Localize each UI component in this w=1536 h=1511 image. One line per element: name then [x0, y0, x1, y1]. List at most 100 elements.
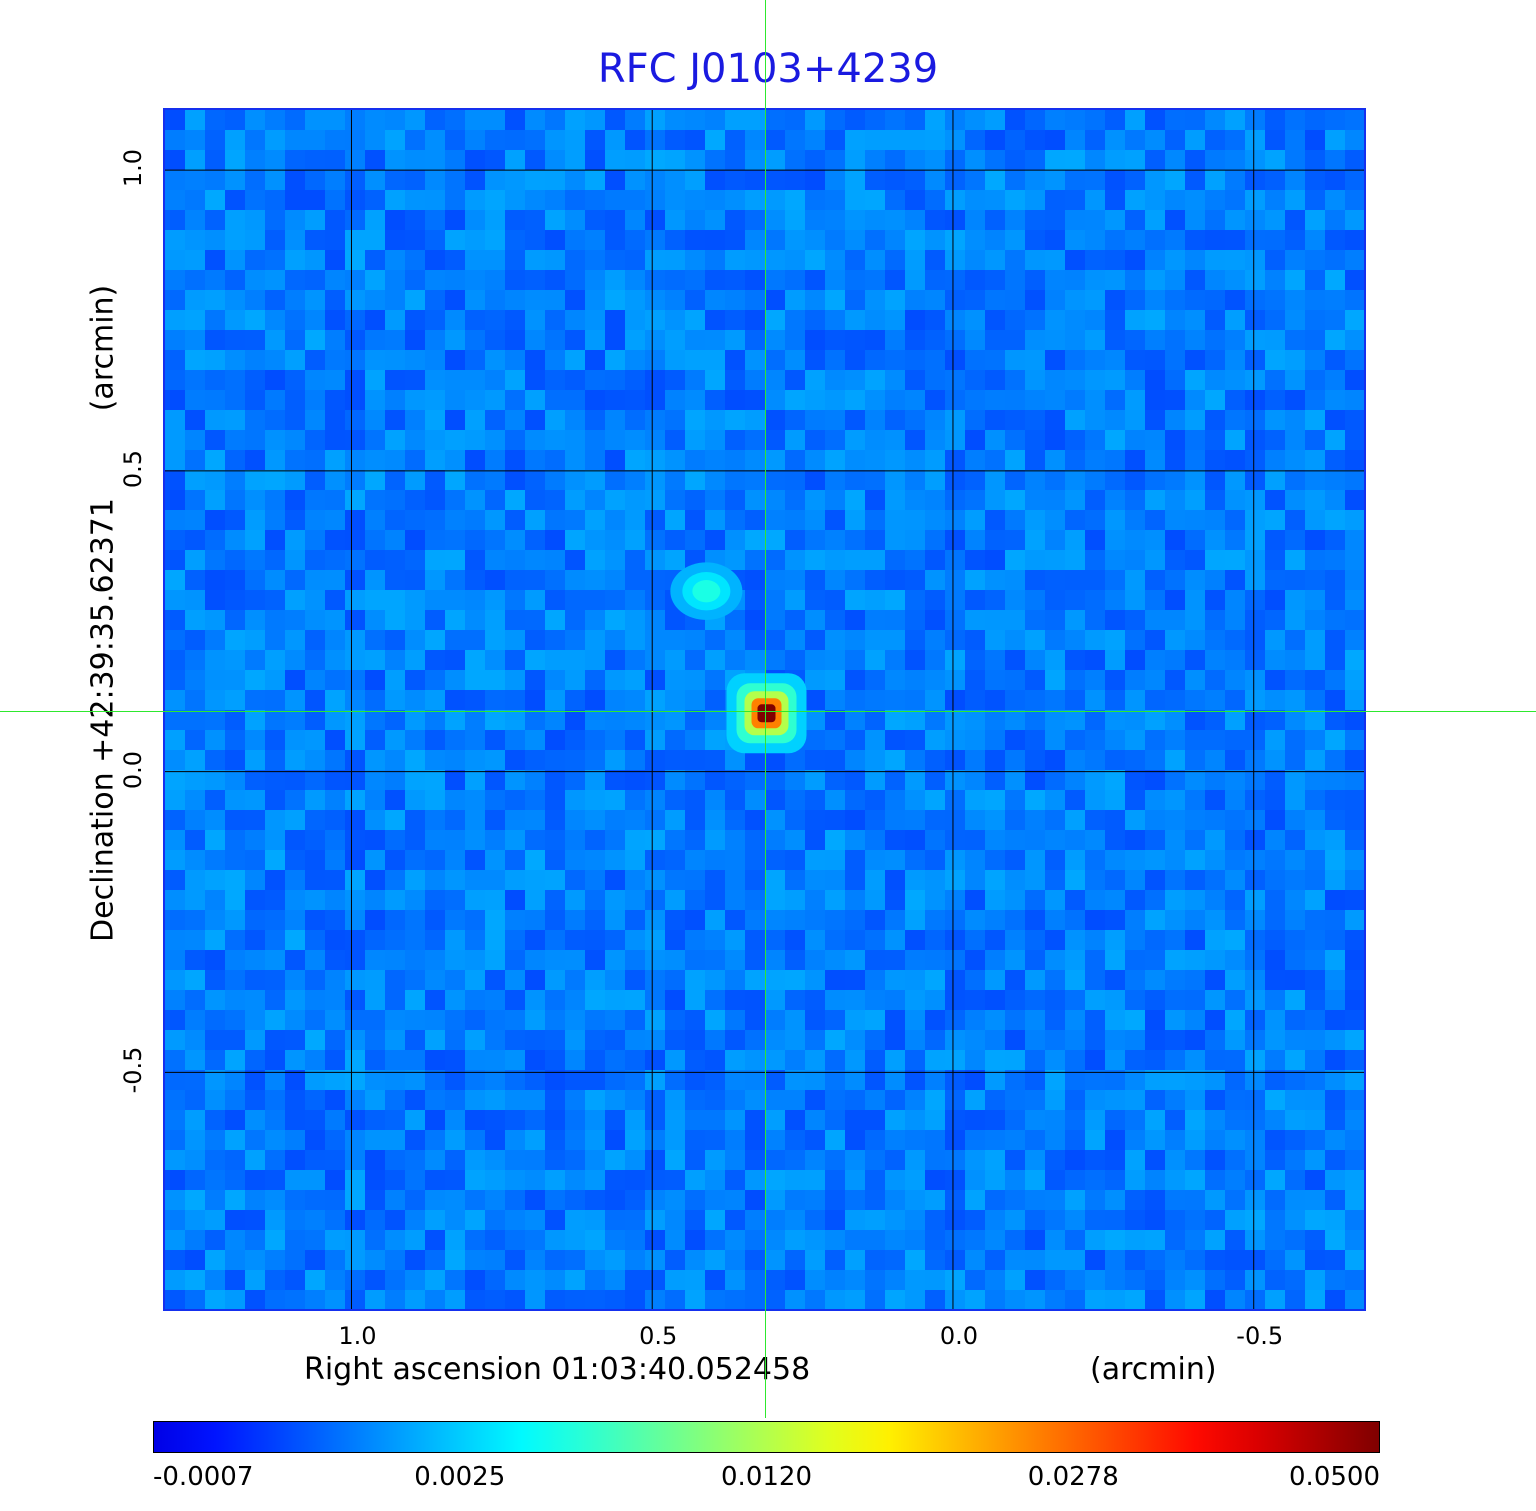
noise-cell — [985, 610, 1005, 630]
noise-cell — [785, 850, 805, 870]
noise-cell — [765, 430, 785, 450]
noise-cell — [1205, 750, 1225, 770]
noise-cell — [1005, 350, 1025, 370]
noise-cell — [325, 390, 345, 410]
noise-cell — [525, 370, 545, 390]
noise-cell — [225, 350, 245, 370]
noise-cell — [1125, 1230, 1145, 1250]
noise-cell — [285, 270, 305, 290]
noise-cell — [1225, 1170, 1245, 1190]
noise-cell — [845, 190, 865, 210]
noise-cell — [165, 890, 185, 910]
noise-cell — [1185, 1310, 1205, 1311]
noise-cell — [805, 990, 825, 1010]
noise-cell — [885, 510, 905, 530]
noise-cell — [165, 1230, 185, 1250]
noise-cell — [825, 970, 845, 990]
noise-cell — [1105, 790, 1125, 810]
noise-cell — [1345, 170, 1364, 190]
noise-cell — [1205, 150, 1225, 170]
noise-cell — [1245, 390, 1265, 410]
noise-cell — [905, 730, 925, 750]
noise-cell — [165, 550, 185, 570]
noise-cell — [625, 510, 645, 530]
noise-cell — [945, 790, 965, 810]
noise-cell — [545, 950, 565, 970]
noise-cell — [685, 250, 705, 270]
noise-cell — [805, 970, 825, 990]
noise-cell — [1105, 1270, 1125, 1290]
noise-cell — [645, 210, 665, 230]
noise-cell — [265, 1210, 285, 1230]
noise-cell — [705, 1250, 725, 1270]
noise-cell — [1185, 370, 1205, 390]
noise-cell — [1285, 250, 1305, 270]
noise-cell — [1045, 950, 1065, 970]
noise-cell — [545, 830, 565, 850]
noise-cell — [585, 1030, 605, 1050]
noise-cell — [485, 950, 505, 970]
noise-cell — [705, 870, 725, 890]
noise-cell — [985, 110, 1005, 130]
noise-cell — [985, 910, 1005, 930]
noise-cell — [965, 1190, 985, 1210]
noise-cell — [605, 970, 625, 990]
noise-cell — [505, 930, 525, 950]
noise-cell — [605, 390, 625, 410]
noise-cell — [885, 230, 905, 250]
noise-cell — [865, 150, 885, 170]
noise-cell — [805, 810, 825, 830]
noise-cell — [865, 710, 885, 730]
noise-cell — [665, 850, 685, 870]
noise-cell — [965, 750, 985, 770]
noise-cell — [1165, 810, 1185, 830]
noise-cell — [165, 1030, 185, 1050]
noise-cell — [705, 490, 725, 510]
noise-cell — [1085, 1290, 1105, 1309]
noise-cell — [365, 1270, 385, 1290]
noise-cell — [525, 550, 545, 570]
noise-cell — [1045, 530, 1065, 550]
noise-cell — [625, 1090, 645, 1110]
noise-cell — [1045, 1210, 1065, 1230]
noise-cell — [585, 330, 605, 350]
noise-cell — [1365, 770, 1366, 790]
noise-cell — [785, 1170, 805, 1190]
noise-cell — [1045, 870, 1065, 890]
noise-cell — [405, 1230, 425, 1250]
noise-cell — [985, 770, 1005, 790]
noise-cell — [705, 1110, 725, 1130]
noise-cell — [745, 1150, 765, 1170]
noise-cell — [625, 210, 645, 230]
noise-cell — [885, 1090, 905, 1110]
noise-cell — [1285, 1030, 1305, 1050]
noise-cell — [565, 710, 585, 730]
noise-cell — [525, 130, 545, 150]
noise-cell — [465, 650, 485, 670]
noise-cell — [165, 510, 185, 530]
noise-cell — [365, 730, 385, 750]
noise-cell — [1365, 270, 1366, 290]
noise-cell — [285, 610, 305, 630]
noise-cell — [965, 1110, 985, 1130]
noise-cell — [345, 630, 365, 650]
noise-cell — [385, 830, 405, 850]
noise-cell — [185, 1110, 205, 1130]
noise-cell — [925, 910, 945, 930]
noise-cell — [925, 930, 945, 950]
noise-cell — [1205, 390, 1225, 410]
noise-cell — [1365, 530, 1366, 550]
noise-cell — [565, 370, 585, 390]
noise-cell — [365, 690, 385, 710]
noise-cell — [1285, 210, 1305, 230]
noise-cell — [705, 110, 725, 130]
noise-cell — [1145, 890, 1165, 910]
noise-cell — [805, 330, 825, 350]
noise-cell — [505, 1050, 525, 1070]
noise-cell — [245, 110, 265, 130]
noise-cell — [185, 490, 205, 510]
noise-cell — [385, 450, 405, 470]
noise-cell — [885, 950, 905, 970]
noise-cell — [605, 350, 625, 370]
noise-cell — [905, 770, 925, 790]
